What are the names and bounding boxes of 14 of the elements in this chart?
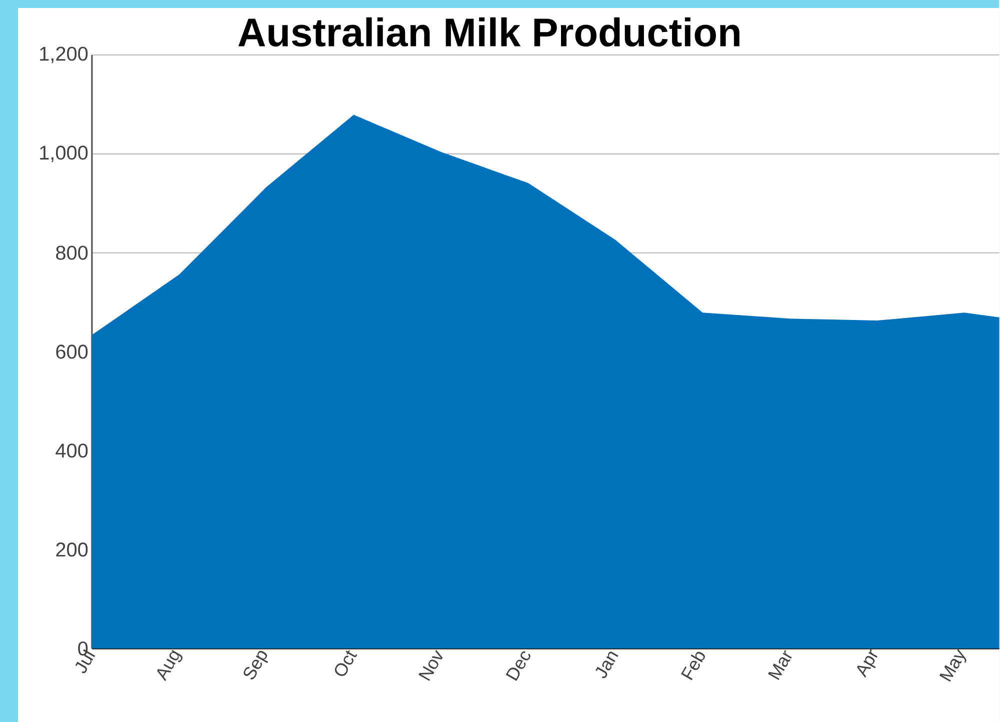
x-tick-label: Dec: [506, 651, 530, 681]
y-tick-label: 800: [56, 246, 88, 260]
x-tick-label: Apr: [856, 648, 878, 678]
y-tick-label: 200: [56, 542, 88, 556]
x-tick-label: Jan: [596, 652, 618, 678]
chart-title: Australian Milk Production: [238, 17, 740, 46]
y-tick-label: 600: [56, 344, 88, 359]
y-tick-label: 400: [56, 443, 88, 458]
x-tick-label: Oct: [334, 650, 358, 676]
y-tick-label: 1,000: [40, 145, 88, 162]
y-tick-label: 1,200: [40, 46, 88, 63]
x-tick-label: Mar: [768, 650, 792, 680]
x-tick-label: Feb: [681, 652, 705, 680]
x-tick-label: Sep: [244, 650, 268, 680]
